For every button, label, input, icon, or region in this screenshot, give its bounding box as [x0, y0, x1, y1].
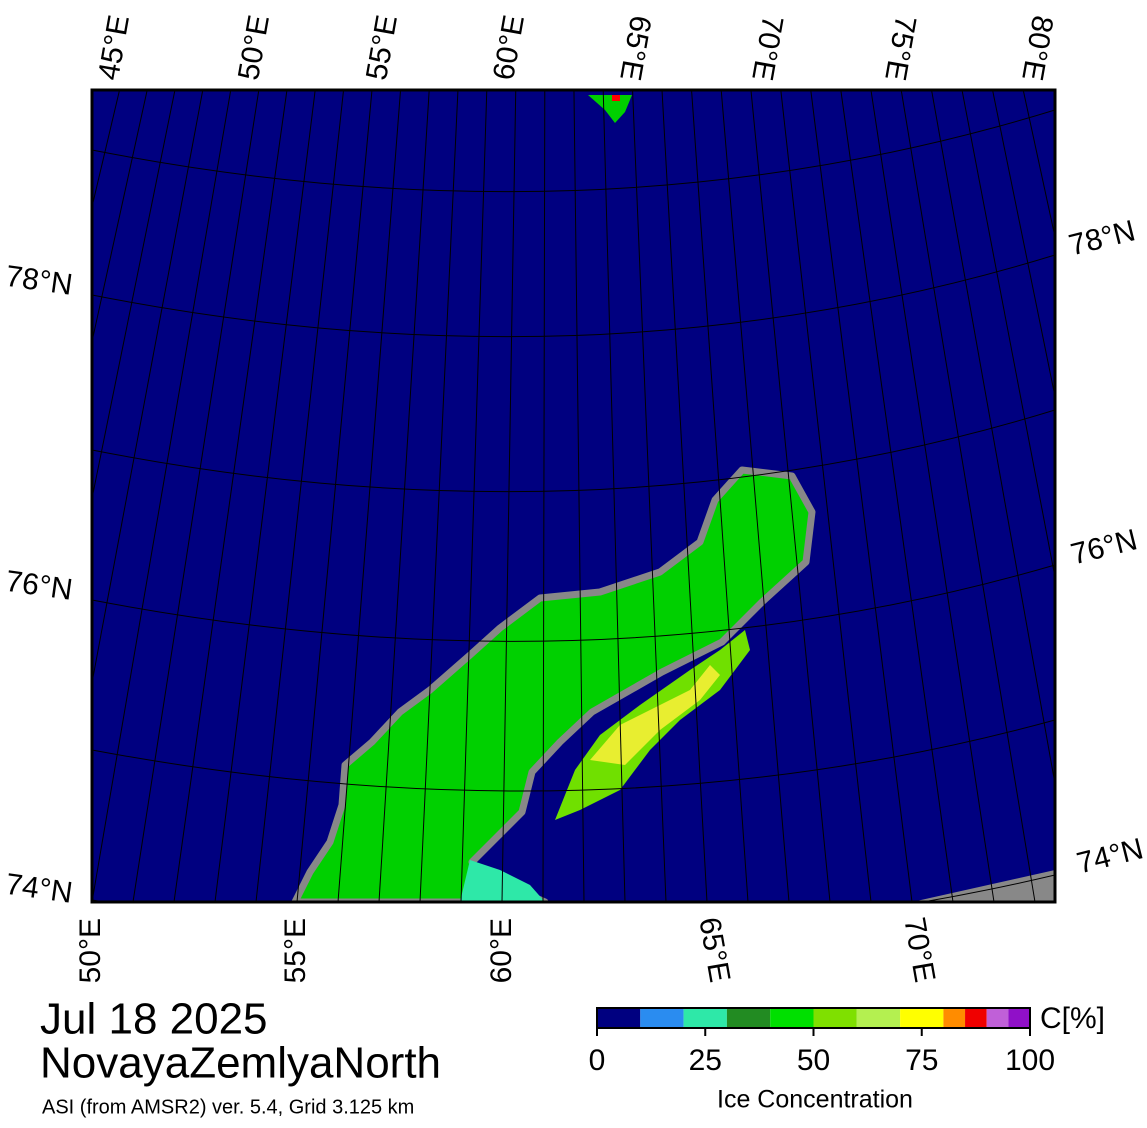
meridian [92, 90, 93, 93]
colorbar-unit: C[%] [1040, 1002, 1105, 1035]
meridian [92, 90, 232, 902]
parallel [92, 564, 1055, 642]
coord-label: 74°N [4, 868, 75, 910]
colorbar-bin [1008, 1008, 1030, 1028]
coord-label: 70°E [897, 915, 941, 985]
meridian [573, 90, 585, 902]
coord-label: 78°N [1066, 214, 1139, 262]
colorbar-label: Ice Concentration [717, 1086, 913, 1114]
graticule [92, 90, 1147, 902]
meridian [602, 90, 626, 902]
coord-label: 80°E [1015, 13, 1059, 83]
coord-label: 74°N [1074, 832, 1147, 880]
parallel [92, 254, 1055, 338]
meridian [961, 90, 1055, 580]
meridian [92, 90, 148, 344]
coord-label: 60°E [485, 918, 518, 983]
meridian [931, 90, 1055, 787]
meridian [720, 90, 790, 902]
parallel [92, 109, 1055, 193]
colorbar-bin [726, 1008, 771, 1028]
meridian [870, 90, 995, 902]
coord-label: 55°E [360, 12, 404, 82]
coord-label: 50°E [74, 918, 107, 983]
meridian [992, 90, 1055, 399]
colorbar-bin [640, 1008, 684, 1028]
meridian [780, 90, 872, 902]
meridian [691, 90, 749, 902]
meridian [810, 90, 913, 902]
colorbar-bin [683, 1008, 727, 1028]
region: NovayaZemlyaNorth [40, 1039, 441, 1088]
meridian [296, 90, 373, 902]
meridian [750, 90, 831, 902]
map-area [92, 90, 1147, 902]
colorbar-bin [770, 1008, 814, 1028]
coord-label: 70°E [745, 13, 789, 83]
colorbar-tick-label: 50 [797, 1044, 830, 1077]
meridian [255, 90, 345, 902]
meridian [501, 90, 517, 902]
coord-label: 55°E [279, 918, 312, 983]
meridian [1053, 90, 1055, 97]
meridian [92, 90, 204, 686]
ocean [92, 90, 1055, 902]
colorbar-bin [943, 1008, 966, 1028]
colorbar-bin [900, 1008, 944, 1028]
colorbar-bin [965, 1008, 987, 1028]
meridian [542, 90, 546, 902]
ice-patch [588, 95, 632, 123]
coord-label: 76°N [1068, 523, 1141, 571]
colorbar-tick-label: 75 [905, 1044, 938, 1077]
colorbar-tick-label: 0 [589, 1044, 606, 1077]
coord-label: 76°N [4, 565, 75, 607]
meridian [900, 90, 1036, 902]
meridian [419, 90, 459, 902]
coord-label: 65°E [692, 915, 736, 985]
land-mainland [912, 870, 1055, 902]
coord-label: 60°E [487, 12, 531, 82]
subtitle: ASI (from AMSR2) ver. 5.4, Grid 3.125 km [42, 1096, 414, 1118]
meridian [132, 90, 260, 902]
coord-label: 78°N [4, 260, 75, 302]
meridian [632, 90, 667, 902]
meridian [1085, 90, 1147, 902]
parallel [92, 719, 1055, 792]
date: Jul 18 2025 [40, 995, 268, 1044]
meridian [1022, 90, 1055, 240]
novaya-zemlya [291, 466, 816, 902]
coord-label: 75°E [878, 13, 922, 83]
coord-label: 50°E [232, 12, 276, 82]
colorbar-bin [597, 1008, 641, 1028]
meridian [840, 90, 954, 902]
meridian [460, 90, 488, 902]
colorbar-bin [813, 1008, 857, 1028]
coord-label: 45°E [92, 12, 136, 82]
ice-high [612, 95, 620, 101]
colorbar: 0 25 50 75 100 [589, 1007, 1055, 1077]
colorbar-tick-label: 25 [689, 1044, 722, 1077]
meridian [1116, 90, 1147, 902]
ice-band-high [590, 665, 720, 765]
colorbar-bin [856, 1008, 901, 1028]
meridian [214, 90, 316, 902]
map-frame [90, 88, 1057, 904]
coord-label: 65°E [613, 13, 657, 83]
meridian [378, 90, 430, 902]
colorbar-tick-label: 100 [1005, 1044, 1055, 1077]
meridian [337, 90, 402, 902]
parallel [92, 409, 1055, 493]
meridian [661, 90, 708, 902]
colorbar-bin [986, 1008, 1009, 1028]
